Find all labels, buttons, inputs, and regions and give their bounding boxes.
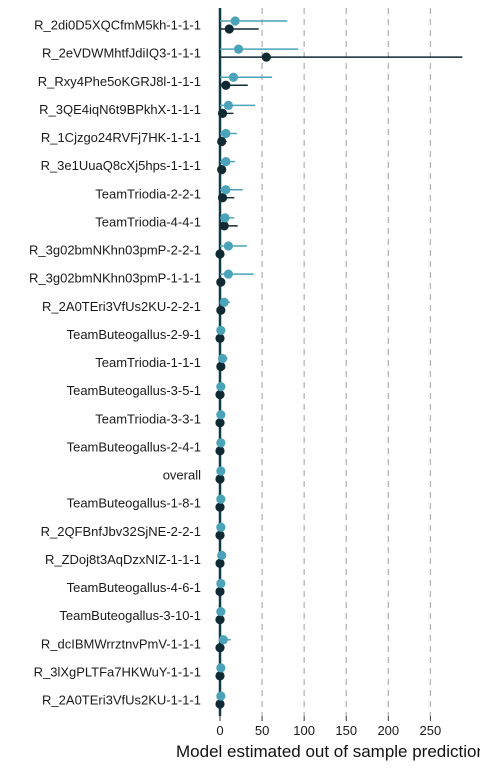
data-point-dark (215, 671, 225, 681)
x-tick-label: 100 (293, 723, 315, 738)
data-point-light (221, 157, 231, 167)
data-point-light (218, 635, 228, 645)
data-point-light (219, 297, 229, 307)
data-point-light (216, 466, 226, 476)
data-point-light (233, 44, 244, 54)
y-tick-label: TeamTriodia-4-4-1 (95, 214, 201, 229)
y-tick-label: TeamButeogallus-2-9-1 (67, 327, 201, 342)
y-tick-label: TeamButeogallus-3-5-1 (67, 383, 201, 398)
data-point-light (217, 353, 228, 364)
y-tick-label: R_3e1UuaQ8cXj5hps-1-1-1 (41, 158, 201, 173)
data-point-light (216, 607, 226, 617)
data-point-light (228, 72, 239, 82)
y-tick-label: R_2A0TEri3VfUs2KU-2-2-1 (42, 299, 201, 314)
y-tick-label: R_Rxy4Phe5oKGRJ8l-1-1-1 (38, 74, 201, 89)
data-point-dark (215, 530, 225, 540)
data-point-light (221, 185, 231, 195)
data-point-light (220, 213, 230, 223)
y-tick-label: TeamButeogallus-4-6-1 (67, 580, 201, 595)
y-tick-label: TeamTriodia-1-1-1 (95, 355, 201, 370)
y-tick-label: R_3QE4iqN6t9BPkhX-1-1-1 (39, 102, 201, 117)
data-point-dark (216, 305, 226, 315)
point-layer (215, 16, 271, 709)
x-axis: 0 50 100 150 200 250 (216, 716, 441, 738)
data-point-dark (217, 165, 227, 175)
y-tick-label: TeamButeogallus-2-4-1 (67, 439, 201, 454)
data-point-light (216, 691, 226, 701)
y-tick-label: R_2di0D5XQCfmM5kh-1-1-1 (34, 18, 201, 33)
data-point-light (216, 382, 226, 392)
data-point-light (216, 663, 226, 673)
data-point-dark (216, 277, 226, 287)
y-tick-label: R_3lXgPLTFa7HKWuY-1-1-1 (34, 664, 201, 679)
data-point-light (223, 269, 234, 279)
data-point-light (221, 128, 231, 139)
data-point-light (216, 578, 226, 589)
data-point-dark (215, 249, 225, 259)
y-tick-label: R_2A0TEri3VfUs2KU-1-1-1 (42, 693, 201, 708)
y-tick-label: TeamTriodia-2-2-1 (95, 186, 201, 201)
data-point-light (216, 438, 226, 448)
data-point-dark (216, 361, 226, 372)
y-tick-label: R_dcIBMWrrztnvPmV-1-1-1 (41, 636, 201, 651)
data-point-dark (215, 615, 225, 625)
data-point-light (223, 100, 234, 110)
x-tick-label: 200 (377, 723, 399, 738)
data-point-dark (215, 643, 225, 653)
y-tick-label: R_ZDoj8t3AqDzxNIZ-1-1-1 (45, 552, 201, 567)
y-tick-label: TeamTriodia-3-3-1 (95, 411, 201, 426)
y-tick-label: R_2eVDWMhtfJdiIQ3-1-1-1 (42, 46, 201, 61)
data-point-dark (221, 80, 231, 90)
data-point-dark (215, 558, 225, 568)
data-point-dark (219, 221, 229, 231)
data-point-dark (215, 418, 225, 428)
x-tick-label: 0 (216, 723, 223, 738)
data-point-dark (215, 474, 225, 484)
y-tick-label: R_1Cjzgo24RVFj7HK-1-1-1 (41, 130, 201, 145)
data-point-dark (215, 446, 225, 456)
y-tick-label: overall (163, 468, 201, 483)
data-point-dark (217, 193, 228, 203)
interval-layer (220, 20, 463, 705)
data-point-light (230, 16, 240, 26)
data-point-dark (215, 333, 225, 343)
y-tick-label: R_2QFBnfJbv32SjNE-2-2-1 (41, 524, 201, 539)
data-point-dark (215, 586, 225, 597)
y-tick-label: R_3g02bmNKhn03pmP-2-2-1 (29, 243, 201, 258)
data-point-light (223, 241, 234, 251)
data-point-dark (215, 699, 225, 709)
x-tick-label: 150 (335, 723, 357, 738)
data-point-light (216, 522, 226, 532)
data-point-dark (217, 108, 228, 118)
data-point-light (216, 325, 226, 335)
data-point-dark (261, 52, 271, 62)
x-tick-label: 250 (420, 723, 442, 738)
x-axis-title: Model estimated out of sample prediction (176, 742, 480, 761)
y-tick-label: R_3g02bmNKhn03pmP-1-1-1 (29, 271, 201, 286)
data-point-light (216, 410, 226, 420)
y-axis-labels: R_2di0D5XQCfmM5kh-1-1-1 R_2eVDWMhtfJdiIQ3… (29, 18, 201, 708)
data-point-dark (217, 136, 227, 147)
data-point-light (217, 550, 227, 560)
y-tick-label: TeamButeogallus-3-10-1 (59, 608, 201, 623)
data-point-dark (224, 24, 234, 34)
y-tick-label: TeamButeogallus-1-8-1 (67, 496, 201, 511)
grid-lines (261, 8, 432, 716)
x-tick-label: 50 (255, 723, 269, 738)
data-point-dark (215, 502, 225, 512)
data-point-light (216, 494, 226, 504)
data-point-dark (215, 390, 225, 400)
